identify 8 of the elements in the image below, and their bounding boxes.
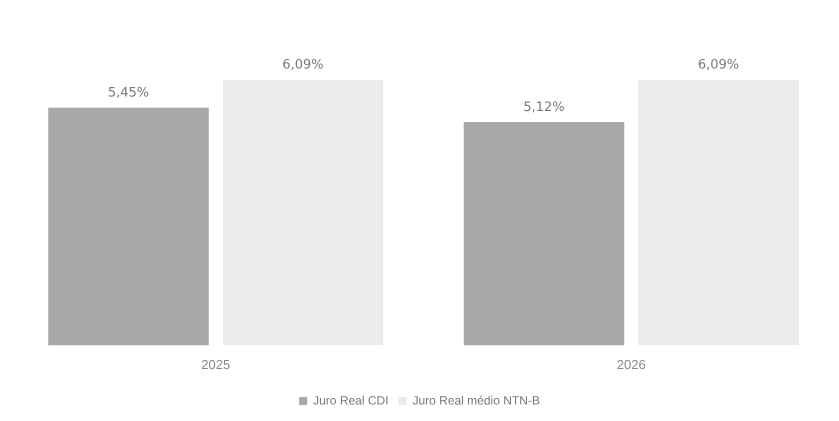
- x-tick-label: 2025: [201, 356, 230, 372]
- legend-label: Juro Real médio NTN-B: [412, 393, 540, 408]
- data-label: 6,09%: [698, 58, 740, 73]
- data-label: 6,09%: [282, 58, 324, 73]
- data-label: 5,45%: [108, 86, 150, 100]
- x-tick-label: 2026: [616, 356, 646, 372]
- legend-label: Juro Real CDI: [313, 393, 388, 408]
- data-label: 5,12%: [523, 100, 565, 115]
